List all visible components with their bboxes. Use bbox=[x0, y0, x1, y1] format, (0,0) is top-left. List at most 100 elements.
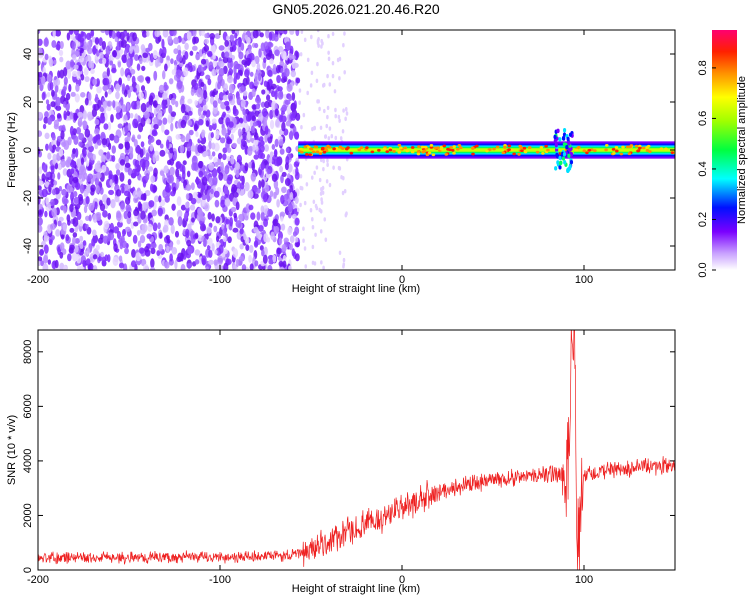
heatmap-cell bbox=[611, 147, 616, 151]
heatmap-cell bbox=[152, 117, 159, 125]
heatmap-cell bbox=[225, 258, 232, 265]
heatmap-cell bbox=[121, 186, 125, 194]
heatmap-cell bbox=[310, 34, 313, 40]
heatmap-cell bbox=[646, 144, 651, 148]
heatmap-cell bbox=[167, 35, 173, 44]
heatmap-cell bbox=[182, 160, 187, 166]
heatmap-cell bbox=[203, 176, 207, 183]
heatmap-cell bbox=[587, 148, 592, 152]
heatmap-cell bbox=[331, 61, 335, 66]
heatmap-cell bbox=[83, 205, 88, 214]
heatmap-cell bbox=[332, 147, 336, 151]
heatmap-cell bbox=[124, 89, 128, 98]
heatmap-cell bbox=[80, 39, 84, 48]
heatmap-cell bbox=[176, 209, 183, 218]
heatmap-cell bbox=[175, 134, 181, 140]
heatmap-cell bbox=[274, 225, 280, 234]
heatmap-cell bbox=[189, 50, 194, 56]
heatmap-cell bbox=[183, 67, 189, 77]
heatmap-cell bbox=[51, 134, 56, 141]
heatmap-cell bbox=[92, 264, 98, 270]
heatmap-cell bbox=[628, 145, 633, 149]
heatmap-cell bbox=[222, 56, 229, 64]
heatmap-cell bbox=[129, 150, 134, 160]
heatmap-cell bbox=[235, 258, 240, 268]
heatmap-cell bbox=[256, 62, 261, 71]
heatmap-cell bbox=[221, 127, 227, 136]
heatmap-cell bbox=[186, 31, 192, 41]
heatmap-cell bbox=[168, 104, 173, 114]
heatmap-cell bbox=[286, 105, 291, 115]
heatmap-cell bbox=[94, 93, 99, 104]
heatmap-cell bbox=[212, 176, 218, 186]
heatmap-cell bbox=[91, 237, 96, 247]
heatmap-cell bbox=[299, 202, 302, 208]
heatmap-cell bbox=[40, 249, 45, 255]
heatmap-cell bbox=[410, 146, 415, 149]
heatmap-cell bbox=[144, 245, 149, 253]
heatmap-cell bbox=[311, 260, 315, 265]
heatmap-cell bbox=[192, 45, 198, 51]
heatmap-cell bbox=[158, 195, 162, 203]
heatmap-cell bbox=[264, 144, 269, 152]
heatmap-cell bbox=[567, 141, 571, 146]
heatmap-cell bbox=[99, 186, 104, 195]
heatmap-cell bbox=[217, 255, 224, 266]
heatmap-cell bbox=[252, 121, 258, 127]
heatmap-cell bbox=[186, 239, 192, 247]
heatmap-cell bbox=[106, 197, 111, 206]
heatmap-cell bbox=[235, 201, 240, 211]
heatmap-cell bbox=[113, 226, 120, 234]
heatmap-cell bbox=[279, 30, 284, 34]
heatmap-cell bbox=[495, 145, 500, 149]
x-tick-label: 0 bbox=[399, 574, 405, 586]
heatmap-cell bbox=[47, 259, 52, 265]
heatmap-cell bbox=[225, 218, 230, 225]
heatmap-cell bbox=[313, 125, 317, 131]
heatmap-cell bbox=[87, 184, 92, 194]
heatmap-cell bbox=[255, 103, 261, 110]
heatmap-cell bbox=[201, 145, 207, 153]
heatmap-cell bbox=[117, 123, 123, 129]
heatmap-cell bbox=[285, 41, 291, 51]
heatmap-cell bbox=[113, 243, 118, 252]
heatmap-cell bbox=[43, 230, 48, 238]
heatmap-cell bbox=[177, 252, 184, 262]
heatmap-cell bbox=[311, 126, 314, 132]
heatmap-cell bbox=[207, 237, 213, 247]
heatmap-cell bbox=[282, 51, 287, 61]
heatmap-cell bbox=[61, 124, 66, 132]
heatmap-cell bbox=[251, 104, 257, 110]
heatmap-cell bbox=[102, 235, 109, 244]
x-tick-label: 0 bbox=[399, 274, 405, 286]
heatmap-cell bbox=[224, 197, 231, 207]
heatmap-cell bbox=[274, 138, 279, 148]
heatmap-cell bbox=[295, 167, 299, 176]
heatmap-cell bbox=[75, 127, 82, 135]
heatmap-cell bbox=[179, 144, 185, 154]
heatmap-cell bbox=[203, 171, 208, 177]
heatmap-cell bbox=[231, 30, 236, 35]
heatmap-cell bbox=[51, 207, 58, 218]
heatmap-cell bbox=[311, 225, 315, 230]
heatmap-cell bbox=[619, 152, 624, 156]
heatmap-cell bbox=[175, 100, 179, 108]
heatmap-cell bbox=[73, 135, 79, 145]
heatmap-cell bbox=[243, 233, 247, 241]
heatmap-cell bbox=[517, 152, 521, 156]
heatmap-cell bbox=[305, 152, 309, 156]
heatmap-cell bbox=[202, 110, 207, 116]
heatmap-cell bbox=[320, 44, 323, 49]
heatmap-cell bbox=[194, 99, 198, 106]
heatmap-cell bbox=[271, 173, 278, 183]
heatmap-cell bbox=[101, 256, 107, 266]
heatmap-cell bbox=[38, 256, 43, 262]
heatmap-cell bbox=[107, 142, 112, 151]
heatmap-cell bbox=[264, 100, 270, 109]
heatmap-cell bbox=[203, 89, 208, 100]
heatmap-cell bbox=[126, 101, 130, 112]
heatmap-cell bbox=[73, 112, 78, 121]
heatmap-cell bbox=[223, 185, 229, 195]
heatmap-cell bbox=[123, 30, 128, 37]
